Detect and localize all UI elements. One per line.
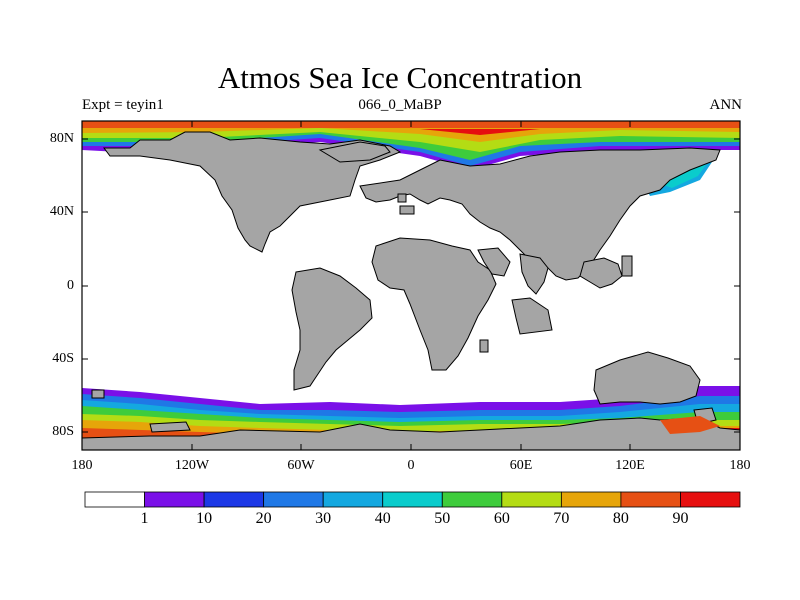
- lat-label-80s: 80S: [52, 424, 74, 439]
- colorbar-label: 50: [434, 510, 451, 527]
- lat-label-80n: 80N: [49, 131, 74, 146]
- colorbar-label: 70: [553, 510, 570, 527]
- india: [519, 253, 549, 295]
- longitude-ticks: [81, 121, 741, 450]
- colorbar-box: [203, 491, 265, 508]
- colorbar-label: 40: [374, 510, 391, 527]
- lon-label-60e: 60E: [509, 458, 533, 473]
- lon-label-120w: 120W: [174, 458, 210, 473]
- greenland: [318, 141, 391, 163]
- arctic-sea-ice: [82, 121, 740, 196]
- island-japan: [621, 255, 633, 277]
- lon-label-180w: 180: [71, 458, 93, 473]
- indian-ocean-island: [511, 297, 553, 335]
- island-indian-ocean: [479, 339, 489, 353]
- island-mediterranean: [399, 205, 415, 215]
- lon-label-0: 0: [407, 458, 415, 473]
- antarctic-island-west: [149, 421, 191, 433]
- eurasia: [359, 147, 721, 281]
- antarctica: [82, 417, 740, 450]
- colorbar-box: [680, 491, 741, 508]
- lat-label-0: 0: [67, 278, 74, 293]
- colorbar-label: 90: [672, 510, 689, 527]
- australia: [593, 351, 701, 405]
- colorbar-box: [322, 491, 384, 508]
- colorbar: [84, 491, 741, 508]
- island-north-atlantic: [397, 193, 407, 203]
- colorbar-box: [620, 491, 681, 508]
- arabia: [477, 247, 511, 277]
- colorbar-box: [263, 491, 324, 508]
- antarctic-coastal-ice: [660, 416, 720, 434]
- colorbar-box: [144, 491, 205, 508]
- experiment-label: Expt = teyin1: [82, 97, 164, 113]
- lat-label-40n: 40N: [49, 204, 74, 219]
- lat-label-40s: 40S: [52, 351, 74, 366]
- chart-title: Atmos Sea Ice Concentration: [217, 60, 583, 95]
- colorbar-box: [382, 491, 443, 508]
- colorbar-box: [560, 491, 622, 508]
- colorbar-label: 10: [196, 510, 213, 527]
- north-america: [103, 131, 402, 253]
- colorbar-label: 80: [612, 510, 629, 527]
- africa: [371, 237, 497, 371]
- southeast-asia: [579, 257, 623, 289]
- colorbar-label: 20: [255, 510, 272, 527]
- time-label: 066_0_MaBP: [358, 97, 442, 113]
- latitude-ticks: [82, 138, 740, 433]
- colorbar-label: 30: [315, 510, 332, 527]
- colorbar-box: [501, 491, 562, 508]
- colorbar-label: 60: [493, 510, 510, 527]
- colorbar-box: [441, 491, 503, 508]
- south-america: [291, 267, 373, 391]
- land-masses: [82, 131, 740, 450]
- lon-label-60w: 60W: [287, 458, 315, 473]
- colorbar-box: [84, 491, 145, 508]
- lon-label-180e: 180: [729, 458, 751, 473]
- lon-label-120e: 120E: [615, 458, 645, 473]
- island-south-pacific: [91, 389, 105, 399]
- colorbar-label: 1: [140, 510, 149, 527]
- season-label: ANN: [709, 97, 743, 113]
